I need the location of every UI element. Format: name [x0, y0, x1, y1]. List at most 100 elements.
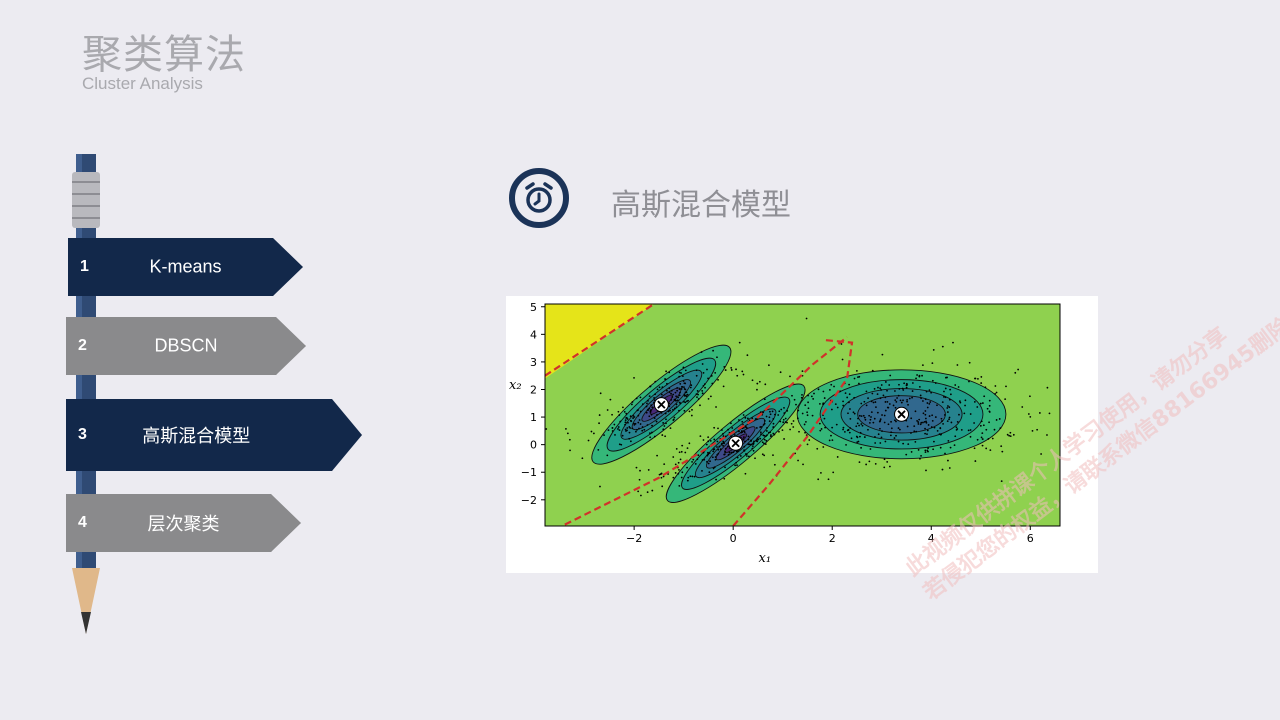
data-point: [699, 404, 701, 407]
data-point: [784, 421, 787, 423]
data-point: [941, 468, 944, 471]
data-point: [917, 421, 920, 423]
data-point: [880, 384, 883, 386]
data-point: [944, 396, 947, 399]
data-point: [918, 418, 921, 421]
data-point: [822, 446, 825, 448]
data-point: [910, 417, 913, 420]
data-point: [1071, 401, 1073, 403]
data-point: [722, 385, 725, 388]
data-point: [830, 383, 833, 386]
menu-item-hierarchical[interactable]: 4 层次聚类: [66, 494, 301, 552]
data-point: [672, 393, 675, 396]
data-point: [689, 475, 692, 478]
data-point: [914, 410, 917, 413]
menu-item-dbscn[interactable]: 2 DBSCN: [66, 317, 306, 375]
data-point: [687, 399, 689, 402]
data-point: [656, 413, 658, 416]
data-point: [673, 407, 676, 410]
data-point: [879, 418, 882, 421]
data-point: [668, 371, 671, 374]
data-point: [849, 417, 852, 420]
contour-region: [545, 304, 654, 379]
data-point: [752, 449, 755, 452]
data-point: [819, 429, 822, 432]
data-point: [888, 384, 891, 386]
data-point: [908, 397, 911, 400]
data-point: [860, 446, 862, 449]
menu-item-gmm[interactable]: 3 高斯混合模型: [66, 399, 362, 471]
data-point: [716, 446, 718, 448]
data-point: [842, 404, 845, 407]
data-point: [666, 382, 668, 385]
data-point: [746, 417, 749, 420]
section-title: 高斯混合模型: [611, 188, 791, 223]
data-point: [751, 447, 754, 450]
data-point: [958, 413, 960, 416]
data-point: [734, 464, 737, 467]
data-point: [994, 385, 997, 387]
x-axis-label: x₁: [759, 551, 772, 566]
data-point: [709, 460, 711, 463]
menu-item-kmeans[interactable]: 1 K-means: [68, 238, 303, 296]
data-point: [603, 434, 605, 437]
data-point: [956, 420, 959, 423]
data-point: [865, 463, 868, 466]
data-point: [944, 452, 946, 455]
x-tick-label: 0: [730, 532, 737, 545]
data-point: [954, 435, 957, 438]
data-point: [934, 416, 937, 418]
data-point: [817, 478, 820, 481]
data-point: [964, 399, 967, 402]
data-point: [678, 484, 681, 487]
data-point: [906, 383, 909, 386]
data-point: [924, 449, 927, 452]
data-point: [680, 450, 683, 453]
data-point: [623, 410, 626, 413]
data-point: [832, 471, 835, 474]
data-point: [768, 420, 771, 423]
data-point: [639, 410, 642, 413]
data-point: [721, 429, 723, 431]
data-point: [919, 394, 922, 397]
data-point: [639, 423, 642, 425]
data-point: [624, 421, 627, 424]
data-point: [884, 440, 887, 443]
data-point: [791, 394, 793, 397]
data-point: [763, 420, 766, 422]
data-point: [697, 398, 700, 400]
data-point: [647, 469, 650, 471]
data-point: [946, 407, 949, 409]
data-point: [1000, 480, 1003, 483]
data-point: [949, 393, 952, 396]
data-point: [598, 422, 600, 425]
x-tick-label: 6: [1027, 532, 1034, 545]
data-point: [974, 377, 976, 380]
data-point: [862, 414, 865, 417]
data-point: [898, 383, 900, 386]
data-point: [973, 422, 975, 424]
data-point: [1017, 368, 1020, 371]
data-point: [675, 448, 678, 450]
data-point: [626, 429, 628, 432]
data-point: [619, 420, 622, 423]
data-point: [919, 423, 922, 426]
data-point: [980, 436, 983, 439]
data-point: [920, 421, 923, 424]
data-point: [944, 387, 947, 390]
data-point: [894, 406, 897, 409]
data-point: [662, 421, 665, 424]
data-point: [981, 438, 984, 440]
data-point: [681, 471, 684, 474]
data-point: [692, 458, 695, 461]
data-point: [747, 443, 750, 446]
data-point: [631, 427, 634, 430]
data-point: [701, 392, 704, 395]
data-point: [743, 431, 746, 434]
data-point: [913, 430, 916, 433]
data-point: [924, 432, 927, 435]
data-point: [626, 427, 629, 429]
data-point: [722, 440, 725, 443]
data-point: [973, 401, 976, 403]
data-point: [731, 427, 734, 429]
